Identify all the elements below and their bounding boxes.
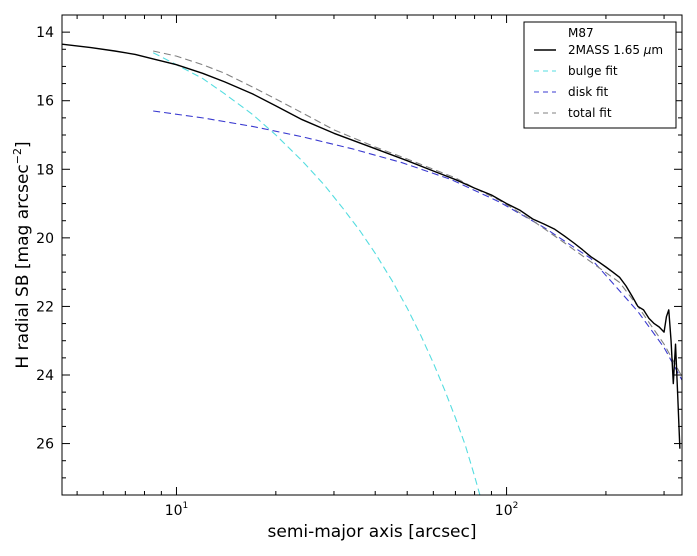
series-line-total — [153, 50, 682, 377]
y-axis-label: H radial SB [mag arcsec−2] — [11, 141, 33, 368]
y-tick-label: 22 — [36, 299, 54, 315]
legend-box — [523, 21, 677, 129]
y-axis-label-main: H radial SB [mag arcsec — [13, 164, 33, 368]
legend-label-observed: 2MASS 1.65 μm — [568, 43, 663, 57]
y-tick-label: 14 — [36, 25, 54, 41]
y-tick-label: 18 — [36, 162, 54, 178]
series-line-observed — [62, 43, 681, 449]
x-tick-label: 102 — [495, 501, 519, 519]
legend-label-total: total fit — [568, 106, 612, 120]
y-tick-label: 26 — [36, 437, 54, 453]
series-line-bulge — [152, 52, 481, 495]
series-line-disk — [153, 110, 682, 381]
y-tick-label: 24 — [36, 368, 54, 384]
legend: M87 2MASS 1.65 μm bulge fit disk fit total … — [523, 21, 677, 129]
legend-title: M87 — [568, 26, 594, 40]
y-axis-label-exponent: −2 — [11, 148, 24, 164]
y-axis-label-suffix: ] — [13, 141, 33, 148]
x-tick-label: 101 — [165, 501, 189, 519]
x-axis-label: semi-major axis [arcsec] — [268, 522, 477, 542]
y-tick-label: 20 — [36, 231, 54, 247]
legend-label-disk: disk fit — [568, 85, 609, 99]
plot-area — [62, 43, 682, 495]
legend-label-bulge: bulge fit — [568, 64, 618, 78]
y-tick-label: 16 — [36, 94, 54, 110]
